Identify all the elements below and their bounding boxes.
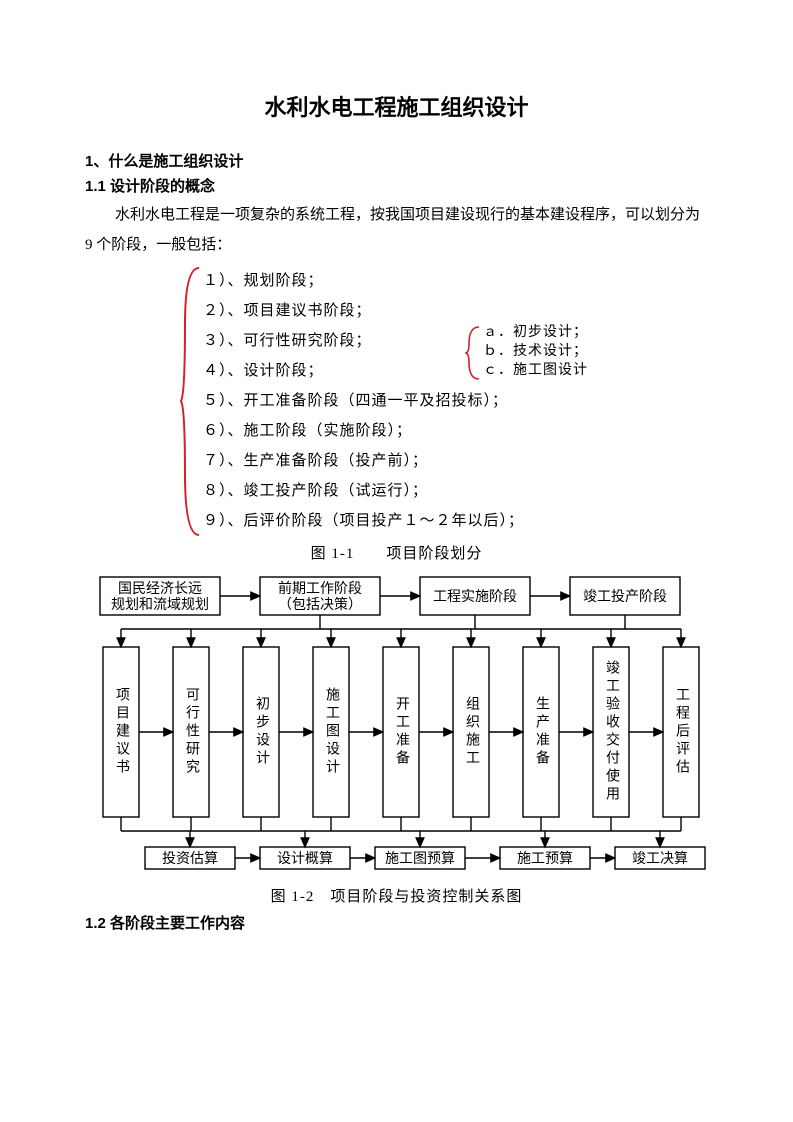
heading-1: 1、什么是施工组织设计 (85, 150, 708, 171)
flowchart-diagram: 国民经济长远规划和流域规划前期工作阶段（包括决策）工程实施阶段竣工投产阶段项目建… (85, 569, 715, 879)
stage-item: ４）、设计阶段； (203, 356, 708, 386)
sub-stage-list: ａ．初步设计； ｂ．技术设计； ｃ．施工图设计 (483, 324, 588, 381)
svg-text:施工预算: 施工预算 (517, 851, 573, 867)
svg-text:设计概算: 设计概算 (277, 851, 333, 867)
svg-text:（包括决策）: （包括决策） (278, 596, 362, 613)
stage-list: １）、规划阶段； ２）、项目建议书阶段； ３）、可行性研究阶段； ４）、设计阶段… (203, 266, 708, 536)
page-title: 水利水电工程施工组织设计 (85, 90, 708, 122)
svg-text:竣工投产阶段: 竣工投产阶段 (583, 589, 667, 605)
svg-text:施工图预算: 施工图预算 (385, 851, 455, 867)
intro-paragraph: 水利水电工程是一项复杂的系统工程，按我国项目建设现行的基本建设程序，可以划分为 … (85, 200, 708, 260)
heading-1-2: 1.2 各阶段主要工作内容 (85, 912, 708, 933)
svg-text:竣工决算: 竣工决算 (632, 851, 688, 867)
svg-text:投资估算: 投资估算 (162, 851, 218, 867)
svg-text:工程实施阶段: 工程实施阶段 (433, 589, 517, 605)
caption-1-2: 图 1-2 项目阶段与投资控制关系图 (85, 885, 708, 906)
sub-stage-item: ｃ．施工图设计 (483, 362, 588, 381)
stage-item: ５）、开工准备阶段（四通一平及招投标）； (203, 386, 708, 416)
bracket-main-icon (179, 264, 201, 539)
svg-text:国民经济长远: 国民经济长远 (118, 581, 202, 597)
stage-item: ９）、后评价阶段（项目投产１～２年以后）； (203, 506, 708, 536)
sub-stage-item: ｂ．技术设计； (483, 343, 588, 362)
stage-item: ６）、施工阶段（实施阶段）； (203, 416, 708, 446)
stage-item: １）、规划阶段； (203, 266, 708, 296)
stage-item: ８）、竣工投产阶段（试运行）； (203, 476, 708, 506)
stage-item: ３）、可行性研究阶段； (203, 326, 708, 356)
caption-1-1: 图 1-1 项目阶段划分 (85, 542, 708, 563)
svg-text:前期工作阶段: 前期工作阶段 (278, 580, 362, 597)
heading-1-1: 1.1 设计阶段的概念 (85, 175, 708, 196)
bracket-sub-icon (465, 324, 481, 382)
stage-item: ７）、生产准备阶段（投产前）； (203, 446, 708, 476)
sub-stage-item: ａ．初步设计； (483, 324, 588, 343)
stage-item: ２）、项目建议书阶段； (203, 296, 708, 326)
svg-text:规划和流域规划: 规划和流域规划 (111, 597, 209, 613)
